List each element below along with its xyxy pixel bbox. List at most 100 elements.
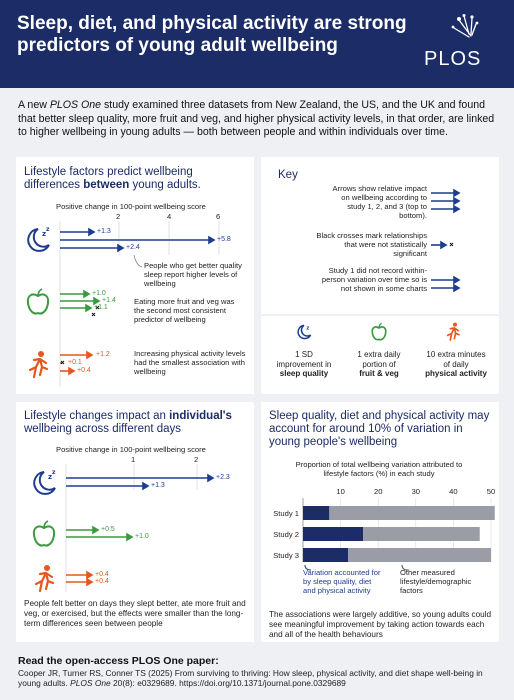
svg-text:z: z xyxy=(52,469,56,476)
within-title: Lifestyle changes impact an individual's… xyxy=(24,410,249,436)
key-sleep-icon: z xyxy=(297,324,312,340)
bar-lifestyle-segment xyxy=(303,506,330,520)
between-fruit-val-3: +1.1 xyxy=(94,304,108,311)
bar-category-label: Study 2 xyxy=(273,530,299,539)
key-sleep-cap-3: sleep quality xyxy=(279,369,329,378)
between-title-bold: between xyxy=(83,179,130,191)
between-activity-note: Increasing physical activity levels had … xyxy=(134,349,246,376)
between-panel: Lifestyle factors predict wellbeing diff… xyxy=(16,157,254,394)
between-sleep-val-2: +5.8 xyxy=(217,236,231,243)
key-arrows-text: Arrows show relative impact on wellbeing… xyxy=(332,184,427,220)
apple-icon xyxy=(26,288,50,315)
variation-note: The associations were largely additive, … xyxy=(269,610,492,639)
within-axis-label: Positive change in 100-point wellbeing s… xyxy=(56,445,206,454)
between-fruit-val-1: +1.0 xyxy=(92,290,106,297)
within-sleep-val-1: +2.3 xyxy=(216,474,230,481)
bar-tick-label: 40 xyxy=(449,487,457,496)
key-fruit-cap-3: fruit & veg xyxy=(359,369,399,378)
between-sleep-val-3: +2.4 xyxy=(126,244,140,251)
variation-panel: Sleep quality, diet and physical activit… xyxy=(261,402,499,642)
bar-category-label: Study 1 xyxy=(273,509,299,518)
between-act-val-1: +1.2 xyxy=(96,351,110,358)
between-act-val-2: +0.1 xyxy=(68,359,82,366)
bar-lifestyle-segment xyxy=(303,527,364,541)
key-fruit-caption: 1 extra daily portion of fruit & veg xyxy=(341,350,417,379)
between-title: Lifestyle factors predict wellbeing diff… xyxy=(24,166,249,192)
svg-text:z: z xyxy=(42,230,46,238)
key-crosses-text: Black crosses mark relationships that we… xyxy=(316,231,427,258)
between-title-2: young adults. xyxy=(129,179,201,191)
between-act-val-3: +0.4 xyxy=(77,367,91,374)
key-fruit-cap-1: 1 extra daily xyxy=(357,350,401,359)
key-act-cap-1: 10 extra minutes xyxy=(426,350,486,359)
between-sleep-val-1: +1.3 xyxy=(97,228,111,235)
within-note: People felt better on days they slept be… xyxy=(24,599,246,628)
intro-paragraph: A new PLOS One study examined three data… xyxy=(18,99,502,140)
within-title-bold: individual's xyxy=(169,410,232,422)
bar-tick-label: 30 xyxy=(412,487,420,496)
within-running-icon xyxy=(34,565,55,593)
svg-text:z: z xyxy=(46,226,50,233)
variation-title: Sleep quality, diet and physical activit… xyxy=(269,410,490,448)
within-act-val-2: +0.4 xyxy=(95,578,109,585)
variation-bar-chart: 10 20 30 40 50 Study 1 Study 2 Study 3 xyxy=(273,487,495,571)
citation-text: Cooper JR, Turner RS, Conner TS (2025) F… xyxy=(18,668,483,688)
within-panel: Lifestyle changes impact an individual's… xyxy=(16,402,254,642)
bar-lifestyle-segment xyxy=(303,548,349,562)
key-running-icon xyxy=(446,322,460,341)
plos-logo: PLOS xyxy=(414,14,504,74)
between-axis-label: Positive change in 100-point wellbeing s… xyxy=(56,202,206,211)
bar-other-segment xyxy=(363,527,480,541)
key-fruit-cap-2: portion of xyxy=(362,359,396,369)
sleep-moon-icon: z z xyxy=(27,226,50,252)
key-title: Key xyxy=(278,169,298,181)
bar-tick-label: 20 xyxy=(374,487,382,496)
running-person-icon xyxy=(28,351,49,379)
between-sleep-note: People who get better quality sleep repo… xyxy=(144,261,242,288)
page-title: Sleep, diet, and physical activity are s… xyxy=(17,13,407,56)
between-fruit-val-2: +1.4 xyxy=(102,297,116,304)
between-title-1: Lifestyle factors predict wellbeing diff… xyxy=(24,166,193,191)
key-panel: Key Arrows show relative impact on wellb… xyxy=(261,157,499,394)
intro-text-1: A new xyxy=(18,99,50,111)
bar-tick-label: 50 xyxy=(487,487,495,496)
within-act-val-1: +0.4 xyxy=(95,571,109,578)
bar-other-segment xyxy=(348,548,491,562)
header-banner: Sleep, diet, and physical activity are s… xyxy=(0,0,514,88)
within-tick-1: 1 xyxy=(131,455,136,464)
between-tick-6: 6 xyxy=(216,212,221,221)
key-apple-icon xyxy=(371,322,387,341)
bar-other-segment xyxy=(329,506,495,520)
between-tick-4: 4 xyxy=(167,212,172,221)
key-arrows xyxy=(261,188,499,316)
legend-other: Other measured lifestyle/demographic fac… xyxy=(400,568,472,595)
within-fruit-val-1: +0.5 xyxy=(101,526,115,533)
citation-ref[interactable]: 20(8): e0329689. https://doi.org/10.1371… xyxy=(110,678,346,688)
key-sleep-cap-1: 1 SD xyxy=(295,350,313,359)
within-sleep-moon-icon: z z xyxy=(33,469,56,495)
legend-lifestyle: Variation accounted for by sleep quality… xyxy=(303,568,381,595)
plos-logo-text: PLOS xyxy=(424,48,482,70)
key-act-cap-2: of daily xyxy=(443,359,469,369)
legend-other-bracket xyxy=(401,564,409,571)
key-sleep-caption: 1 SD improvement in sleep quality xyxy=(267,350,341,379)
bar-category-label: Study 3 xyxy=(273,551,299,560)
footer-citation: Cooper JR, Turner RS, Conner TS (2025) F… xyxy=(18,668,498,688)
between-fruit-note: Eating more fruit and veg was the second… xyxy=(134,297,235,324)
within-apple-icon xyxy=(32,520,56,547)
within-title-1: Lifestyle changes impact an xyxy=(24,410,170,422)
within-fruit-val-2: +1.0 xyxy=(135,533,149,540)
footer-title: Read the open-access PLOS One paper: xyxy=(18,655,219,667)
legend-lifestyle-bracket xyxy=(304,564,312,571)
between-arrows xyxy=(59,221,220,387)
key-activity-caption: 10 extra minutes of daily physical activit… xyxy=(417,350,495,379)
plos-sparkle-icon xyxy=(451,14,479,38)
within-sleep-val-2: +1.3 xyxy=(151,482,165,489)
intro-text-2: study examined three datasets from New Z… xyxy=(18,99,495,139)
bar-tick-label: 10 xyxy=(336,487,344,496)
within-tick-2: 2 xyxy=(194,455,199,464)
variation-axis-label: Proportion of total wellbeing variation … xyxy=(295,460,463,478)
key-sleep-cap-2: improvement in xyxy=(276,359,332,369)
key-study1-text: Study 1 did not record within-person var… xyxy=(321,266,427,293)
citation-journal: PLOS One xyxy=(70,678,111,688)
